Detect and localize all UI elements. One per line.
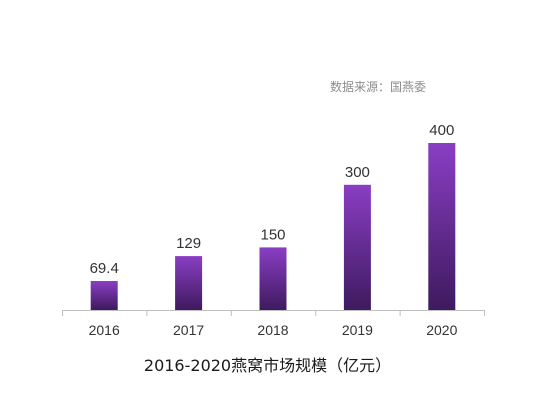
value-label-2019: 300 — [345, 164, 370, 181]
bar-2020 — [428, 143, 456, 310]
x-axis: 2016 2017 2018 2019 2020 — [62, 310, 485, 338]
value-label-2017: 129 — [176, 235, 201, 252]
x-tick-label-2018: 2018 — [257, 322, 288, 338]
x-tick-label-2016: 2016 — [89, 322, 120, 338]
x-tick-label-2019: 2019 — [342, 322, 373, 338]
bar-2016 — [90, 281, 118, 310]
chart-title: 2016-2020燕窝市场规模（亿元） — [143, 356, 392, 375]
x-tick-label-2020: 2020 — [426, 322, 457, 338]
bar-2019 — [343, 184, 371, 311]
source-note: 数据来源：国燕委 — [330, 80, 427, 94]
value-label-2016: 69.4 — [90, 260, 119, 277]
value-label-2018: 150 — [260, 226, 285, 243]
bar-2017 — [175, 256, 203, 310]
bar-2018 — [259, 247, 287, 310]
value-label-2020: 400 — [429, 122, 454, 139]
bars-group: 69.4 129 150 300 400 — [90, 122, 456, 311]
x-tick-label-2017: 2017 — [173, 322, 204, 338]
